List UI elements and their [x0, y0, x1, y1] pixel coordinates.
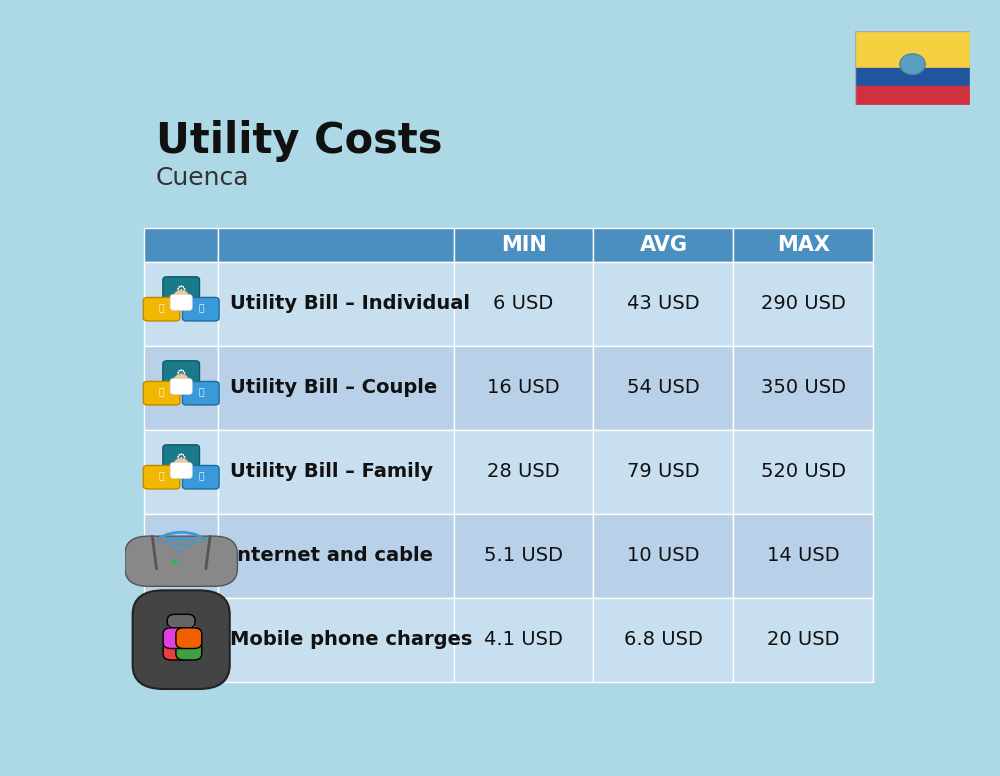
Text: 🔌: 🔌 — [159, 389, 164, 398]
Bar — [454, 262, 593, 345]
Text: 43 USD: 43 USD — [627, 294, 700, 314]
Bar — [454, 227, 593, 262]
FancyBboxPatch shape — [182, 466, 219, 489]
Text: Cuenca: Cuenca — [156, 166, 250, 190]
Bar — [218, 345, 454, 430]
FancyBboxPatch shape — [163, 361, 199, 387]
Bar — [733, 598, 873, 681]
Text: ⚙: ⚙ — [176, 283, 186, 296]
Text: Utility Bill – Individual: Utility Bill – Individual — [230, 294, 470, 314]
Text: MIN: MIN — [501, 234, 546, 255]
FancyBboxPatch shape — [170, 294, 192, 310]
FancyBboxPatch shape — [163, 628, 189, 649]
Bar — [454, 430, 593, 514]
Text: 🔌: 🔌 — [159, 305, 164, 314]
Text: MAX: MAX — [777, 234, 830, 255]
Bar — [454, 598, 593, 681]
Bar — [855, 31, 970, 68]
FancyBboxPatch shape — [176, 628, 202, 649]
Bar — [144, 514, 218, 598]
Bar — [593, 598, 733, 681]
Circle shape — [173, 559, 177, 563]
Bar — [593, 227, 733, 262]
Text: 28 USD: 28 USD — [487, 462, 560, 481]
Bar — [593, 262, 733, 345]
Text: ⚙: ⚙ — [176, 368, 186, 380]
Text: 290 USD: 290 USD — [761, 294, 846, 314]
Bar — [454, 514, 593, 598]
Text: 520 USD: 520 USD — [761, 462, 846, 481]
Bar — [454, 345, 593, 430]
Bar — [733, 227, 873, 262]
Text: 54 USD: 54 USD — [627, 378, 700, 397]
FancyBboxPatch shape — [143, 466, 180, 489]
Text: 4.1 USD: 4.1 USD — [484, 630, 563, 650]
FancyBboxPatch shape — [163, 639, 189, 660]
FancyBboxPatch shape — [182, 382, 219, 405]
Circle shape — [179, 549, 184, 553]
Text: 5.1 USD: 5.1 USD — [484, 546, 563, 565]
FancyBboxPatch shape — [163, 277, 199, 303]
Bar — [593, 514, 733, 598]
FancyBboxPatch shape — [163, 445, 199, 472]
Text: 10 USD: 10 USD — [627, 546, 700, 565]
Bar — [855, 68, 970, 86]
Bar — [144, 430, 218, 514]
Text: 350 USD: 350 USD — [761, 378, 846, 397]
Text: 💧: 💧 — [198, 389, 204, 398]
Circle shape — [174, 290, 188, 301]
Text: 16 USD: 16 USD — [487, 378, 560, 397]
Text: 79 USD: 79 USD — [627, 462, 700, 481]
Ellipse shape — [901, 55, 924, 74]
Text: AVG: AVG — [639, 234, 687, 255]
FancyBboxPatch shape — [168, 625, 195, 660]
Text: Mobile phone charges: Mobile phone charges — [230, 630, 472, 650]
Bar — [144, 262, 218, 345]
FancyBboxPatch shape — [167, 615, 195, 628]
Bar — [218, 598, 454, 681]
Text: 💧: 💧 — [198, 473, 204, 482]
Bar — [218, 262, 454, 345]
Bar — [218, 514, 454, 598]
Bar — [593, 430, 733, 514]
FancyBboxPatch shape — [170, 378, 192, 395]
Bar — [733, 345, 873, 430]
Circle shape — [174, 374, 188, 385]
FancyBboxPatch shape — [143, 382, 180, 405]
Text: Utility Bill – Family: Utility Bill – Family — [230, 462, 433, 481]
Text: Utility Costs: Utility Costs — [156, 120, 442, 162]
Text: 6.8 USD: 6.8 USD — [624, 630, 703, 650]
Bar — [144, 227, 218, 262]
Bar — [218, 430, 454, 514]
FancyBboxPatch shape — [143, 297, 180, 321]
Bar — [218, 227, 454, 262]
Bar — [733, 262, 873, 345]
Text: ⚙: ⚙ — [176, 452, 186, 465]
Circle shape — [174, 458, 188, 469]
Bar — [593, 345, 733, 430]
FancyBboxPatch shape — [176, 639, 202, 660]
Text: 💧: 💧 — [198, 305, 204, 314]
Text: 20 USD: 20 USD — [767, 630, 840, 650]
Text: Utility Bill – Couple: Utility Bill – Couple — [230, 378, 437, 397]
FancyBboxPatch shape — [125, 536, 237, 587]
Text: 14 USD: 14 USD — [767, 546, 840, 565]
FancyBboxPatch shape — [133, 591, 230, 689]
Text: 6 USD: 6 USD — [493, 294, 554, 314]
FancyBboxPatch shape — [170, 462, 192, 479]
Text: Internet and cable: Internet and cable — [230, 546, 433, 565]
Ellipse shape — [900, 54, 925, 74]
Text: 🔌: 🔌 — [159, 473, 164, 482]
Bar — [144, 345, 218, 430]
Bar — [144, 598, 218, 681]
Bar — [733, 514, 873, 598]
Bar — [855, 86, 970, 105]
Bar — [733, 430, 873, 514]
FancyBboxPatch shape — [182, 297, 219, 321]
